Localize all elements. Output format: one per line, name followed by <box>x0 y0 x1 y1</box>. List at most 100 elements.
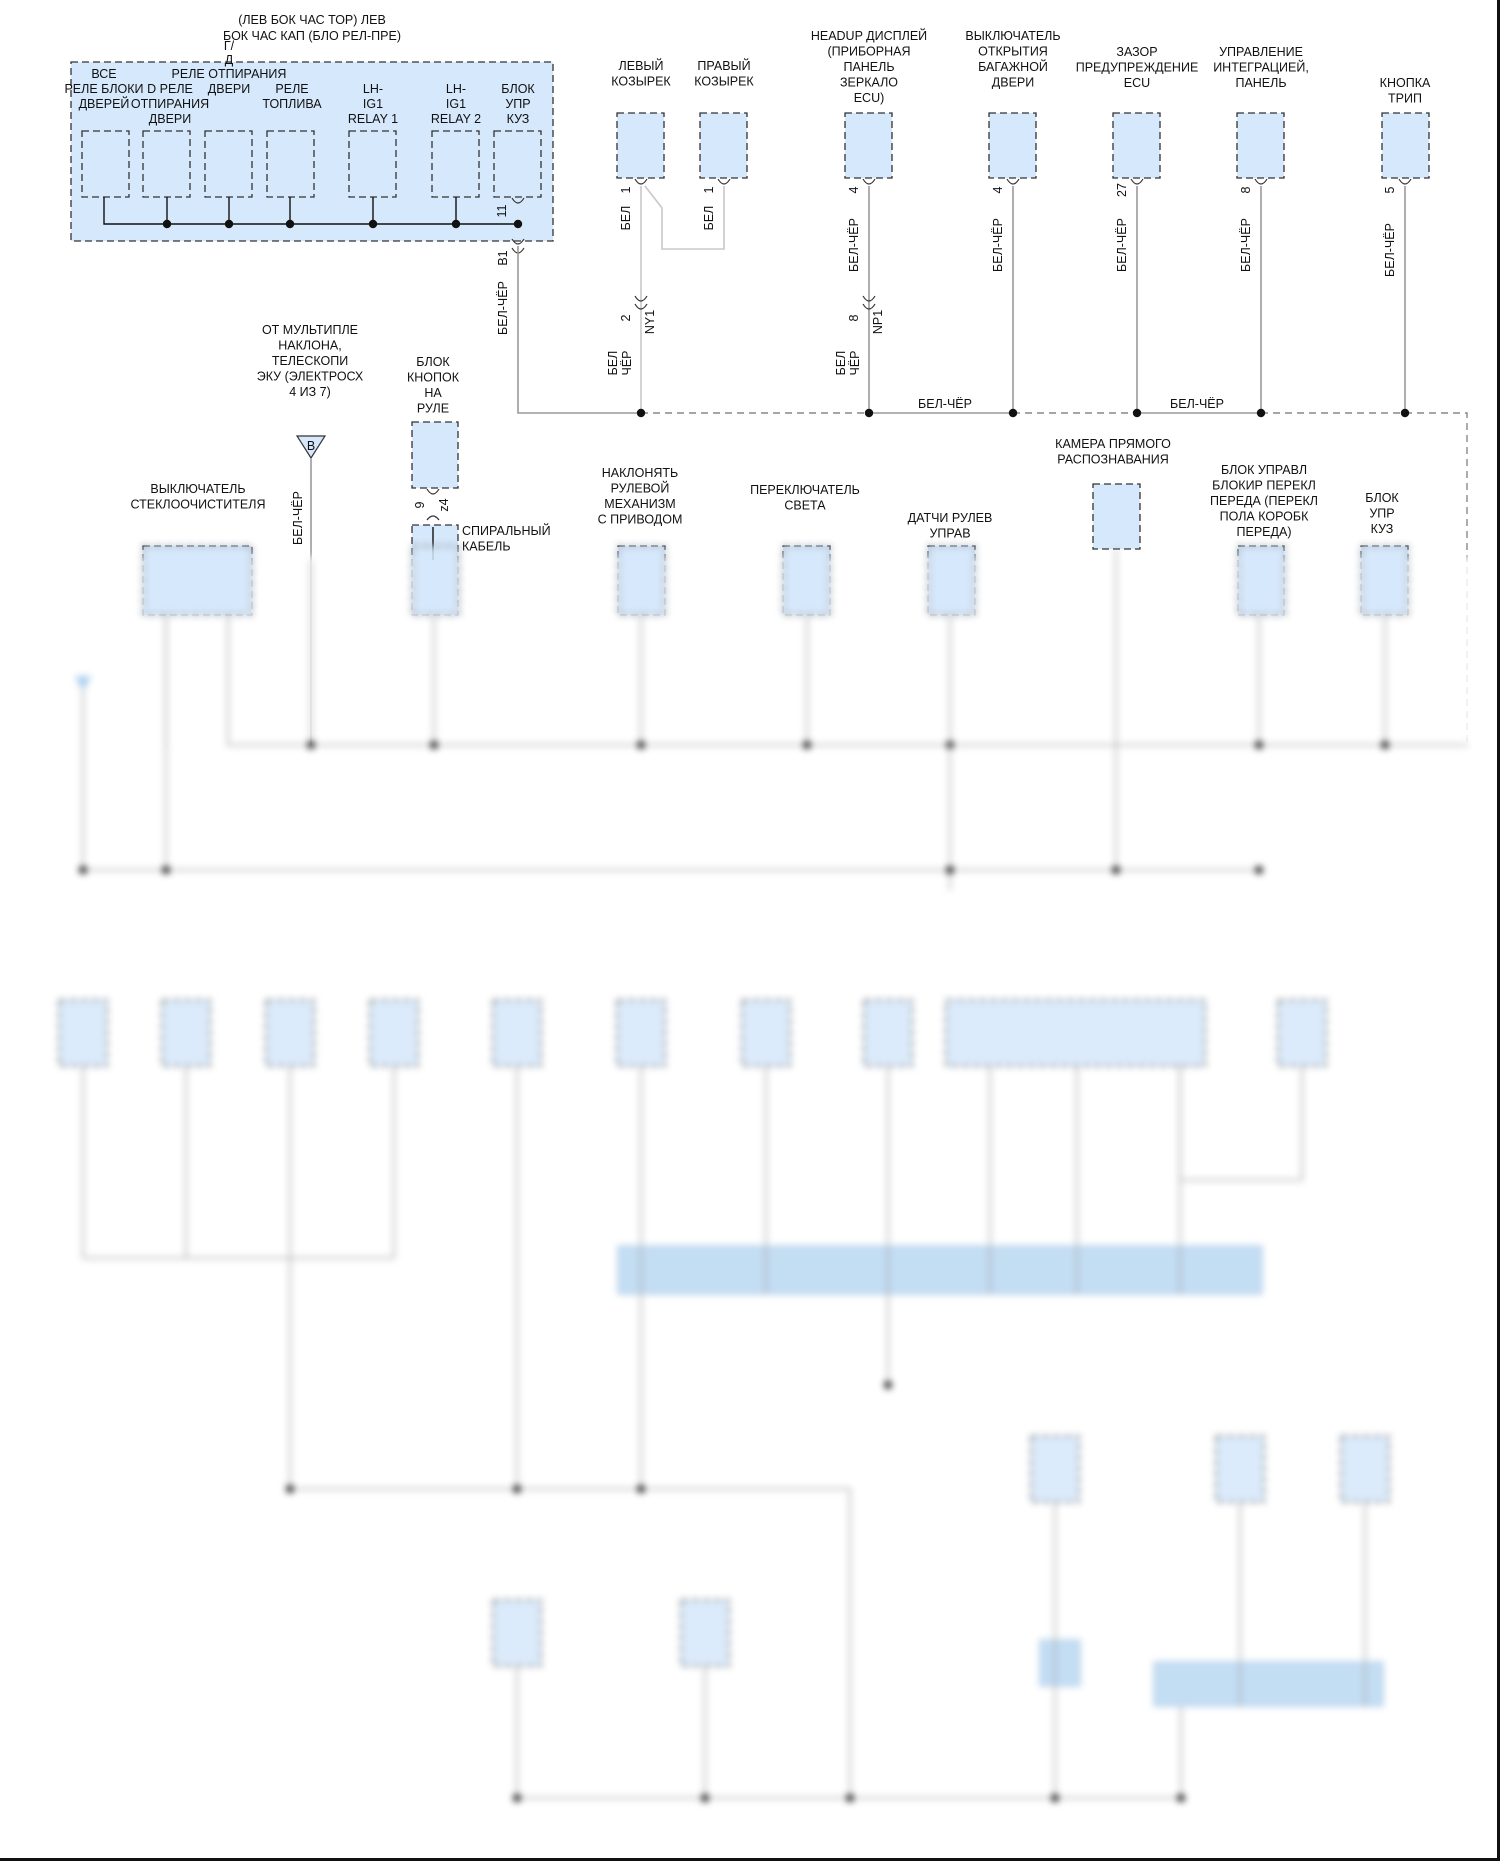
relay-label-driver-door-unlock-relay-line: РЕЛЕ ОТПИРАНИЯ <box>172 67 287 81</box>
splice-dot <box>1176 1793 1186 1803</box>
splice-dot <box>161 865 171 875</box>
splice-dot <box>700 1793 710 1803</box>
relay-block-title-line: БОК ЧАС КАП (БЛО РЕЛ-ПРЕ) <box>223 29 401 43</box>
splice-dot <box>1380 740 1390 750</box>
label-shift-lock-ecu-line: ПЕРЕДА) <box>1237 525 1292 539</box>
pin-number-right-visor: 1 <box>702 186 716 193</box>
splice-dot <box>285 1484 295 1494</box>
ny1-connector <box>634 303 648 310</box>
wire-visor-link <box>644 185 725 250</box>
connector-z4-label: z4 <box>437 498 451 511</box>
label-headup-display-line: ЗЕРКАЛО <box>840 76 898 90</box>
offpage-reference-letter: B <box>307 439 315 453</box>
relay-label-lh-ig1-relay2-line: RELAY 2 <box>431 112 481 126</box>
label-power-tilt-line: С ПРИВОДОМ <box>598 513 683 527</box>
wire-color-label: БЕЛ-ЧЁР <box>991 218 1005 272</box>
label-shift-lock-ecu-line: ПОЛА КОРОБК <box>1220 510 1309 524</box>
label-multiplex-tilt-ecu-line: ЭКУ (ЭЛЕКТРОСХ <box>257 370 364 384</box>
splice-dot <box>945 865 955 875</box>
splice-dot <box>636 740 646 750</box>
relay-fuel-relay <box>266 130 315 198</box>
label-body-ecu-2-line: БЛОК <box>1365 491 1399 505</box>
wire-color-label: БЕЛ <box>834 351 848 376</box>
label-spiral-cable: СПИРАЛЬНЫЙ КАБЕЛЬ <box>462 523 551 554</box>
lower-bus-1 <box>227 615 1468 746</box>
ny1-connector <box>634 295 648 302</box>
label-multiplex-tilt-ecu: ОТ МУЛЬТИПЛЕ НАКЛОНА,ТЕЛЕСКОПИ ЭКУ (ЭЛЕКТР… <box>257 323 364 399</box>
relay-block-title-line: (ЛЕВ БОК ЧАС ТОР) ЛЕВ <box>238 13 386 27</box>
label-left-visor-line: КОЗЫРЕК <box>611 75 671 89</box>
component-blur <box>1360 545 1409 616</box>
relay-label-lh-ig1-relay2-line: IG1 <box>446 97 466 111</box>
component-blur-wide <box>945 999 1206 1067</box>
pin-number-headup-display: 4 <box>847 186 861 193</box>
splice-dot <box>1008 408 1018 418</box>
relay-body-ecu <box>493 130 542 198</box>
label-multiplex-tilt-ecu-line: 4 ИЗ 7) <box>289 385 331 399</box>
component-wiper-switch-blur <box>142 545 253 616</box>
label-wiper-switch: ВЫКЛЮЧАТЕЛЬ СТЕКЛООЧИСТИТЕЛЯ <box>131 482 266 512</box>
pin-connector <box>1130 178 1144 185</box>
label-trip-button: КНОПКА ТРИП <box>1380 76 1431 106</box>
component-headup-display <box>844 112 893 179</box>
component-blur <box>680 1599 730 1667</box>
label-tailgate-switch-line: ДВЕРИ <box>992 76 1034 90</box>
relay-label-door-unlock-relay-line: ДВЕРИ <box>149 112 191 126</box>
label-multiplex-tilt-ecu-line: НАКЛОНА, <box>278 339 341 353</box>
label-right-visor-line: КОЗЫРЕК <box>694 75 754 89</box>
component-blur <box>616 999 666 1067</box>
component-blur <box>492 1599 542 1667</box>
label-light-switch: ПЕРЕКЛЮЧАТЕЛЬ СВЕТА <box>750 483 860 513</box>
relay-label-lh-ig1-relay1-line: LH- <box>363 82 383 96</box>
connector-b1-label: B1 <box>496 250 510 265</box>
label-left-visor-line: ЛЕВЫЙ <box>619 58 664 73</box>
np1-connector <box>862 295 876 302</box>
component-trip-button <box>1381 112 1430 179</box>
wire-color-label: ЧЁР <box>848 350 862 375</box>
label-power-tilt-line: НАКЛОНЯТЬ <box>602 466 678 480</box>
relay-label-body-ecu-line: УПР <box>505 97 530 111</box>
label-headup-display-line: ПАНЕЛЬ <box>843 60 894 74</box>
ground-dot <box>883 1380 893 1390</box>
relay-lh-ig1-relay1 <box>348 130 397 198</box>
junction-bar <box>1153 1661 1384 1707</box>
wire-color-label: БЕЛ-ЧЁР <box>291 491 305 545</box>
splice-dot <box>224 219 234 229</box>
component-tailgate-switch <box>988 112 1037 179</box>
label-tailgate-switch-line: БАГАЖНОЙ <box>978 59 1048 74</box>
splice-dot <box>306 740 316 750</box>
label-trip-button-line: КНОПКА <box>1380 76 1431 90</box>
component-integration-panel <box>1236 112 1285 179</box>
b1-connector-male <box>511 238 525 245</box>
splice-dot <box>512 1484 522 1494</box>
label-right-visor-line: ПРАВЫЙ <box>697 58 750 73</box>
splice-dot <box>162 219 172 229</box>
splice-dot <box>864 408 874 418</box>
label-multiplex-tilt-ecu-line: ТЕЛЕСКОПИ <box>272 354 348 368</box>
component-blur <box>1237 545 1286 616</box>
relay-label-fuel-relay-line: ТОПЛИВА <box>262 97 322 111</box>
lower-bus-4 <box>290 1488 851 1798</box>
label-spiral-cable-line: СПИРАЛЬНЫЙ <box>462 523 551 538</box>
label-spiral-cable-line: КАБЕЛЬ <box>462 540 511 554</box>
splice-dot <box>1132 408 1142 418</box>
label-front-camera-line: КАМЕРА ПРЯМОГО <box>1055 437 1171 451</box>
splice-dot <box>512 1793 522 1803</box>
label-body-ecu-2-line: УПР <box>1369 507 1394 521</box>
relay-label-body-ecu-line: БЛОК <box>501 82 535 96</box>
label-steering-pad-line: РУЛЕ <box>417 402 449 416</box>
splice-dot <box>513 219 523 229</box>
label-steering-sensor-line: ДАТЧИ РУЛЕВ <box>908 511 993 525</box>
component-blur <box>58 999 108 1067</box>
pin-connector <box>1254 178 1268 185</box>
splice-dot <box>451 219 461 229</box>
